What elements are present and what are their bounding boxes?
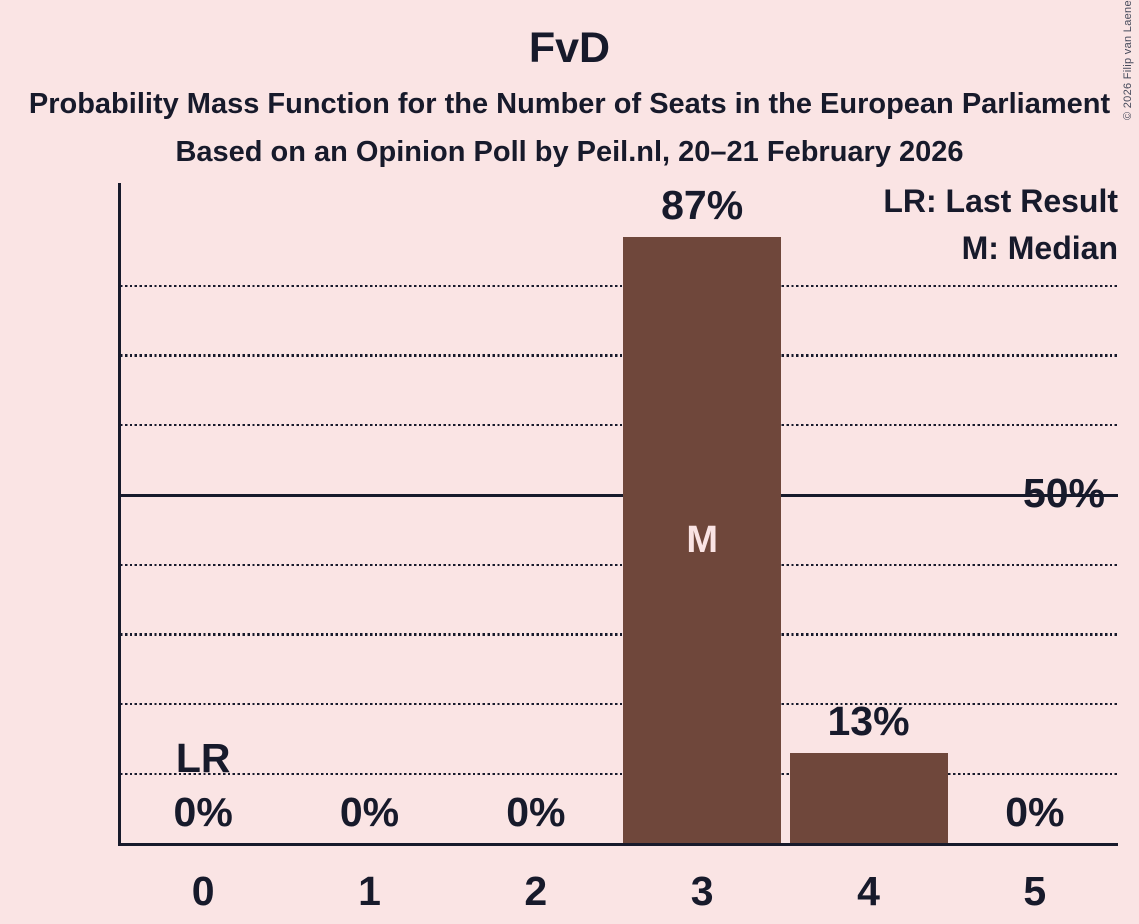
value-label-seat-1: 0% (339, 788, 400, 835)
x-tick-3: 3 (690, 868, 714, 914)
y-axis-tick-50: 50% (1022, 470, 1105, 516)
gridline-60pct (120, 424, 1118, 427)
gridline-50pct-solid (120, 493, 1118, 497)
x-tick-0: 0 (191, 868, 215, 914)
value-label-seat-4: 13% (827, 697, 910, 744)
x-tick-5: 5 (1023, 868, 1047, 914)
bar-seat-4 (789, 752, 948, 844)
gridline-80pct (120, 284, 1118, 288)
chart-subtitle: Probability Mass Function for the Number… (28, 88, 1111, 120)
x-axis-line (118, 843, 1118, 846)
chart-title: FvD (528, 24, 611, 72)
gridline-40pct (120, 563, 1118, 566)
value-label-seat-2: 0% (506, 788, 566, 835)
legend-last-result: LR: Last Result (883, 183, 1118, 219)
bar-seat-3 (623, 237, 782, 844)
value-label-seat-5: 0% (1005, 788, 1065, 835)
gridline-70pct (120, 354, 1118, 357)
x-tick-4: 4 (857, 868, 880, 914)
x-tick-1: 1 (358, 868, 381, 914)
gridline-10pct (120, 772, 1118, 775)
gridline-20pct (120, 702, 1118, 706)
median-marker: M (686, 519, 718, 562)
legend-median: M: Median (961, 230, 1118, 266)
chart-source-line: Based on an Opinion Poll by Peil.nl, 20–… (175, 136, 964, 168)
x-tick-2: 2 (524, 868, 548, 914)
last-result-marker: LR (175, 735, 231, 781)
value-label-seat-3: 87% (661, 182, 744, 229)
copyright-notice: © 2026 Filip van Laenen (1122, 0, 1134, 120)
y-axis-line (118, 183, 121, 846)
value-label-seat-0: 0% (173, 788, 233, 835)
gridline-30pct (120, 633, 1118, 636)
